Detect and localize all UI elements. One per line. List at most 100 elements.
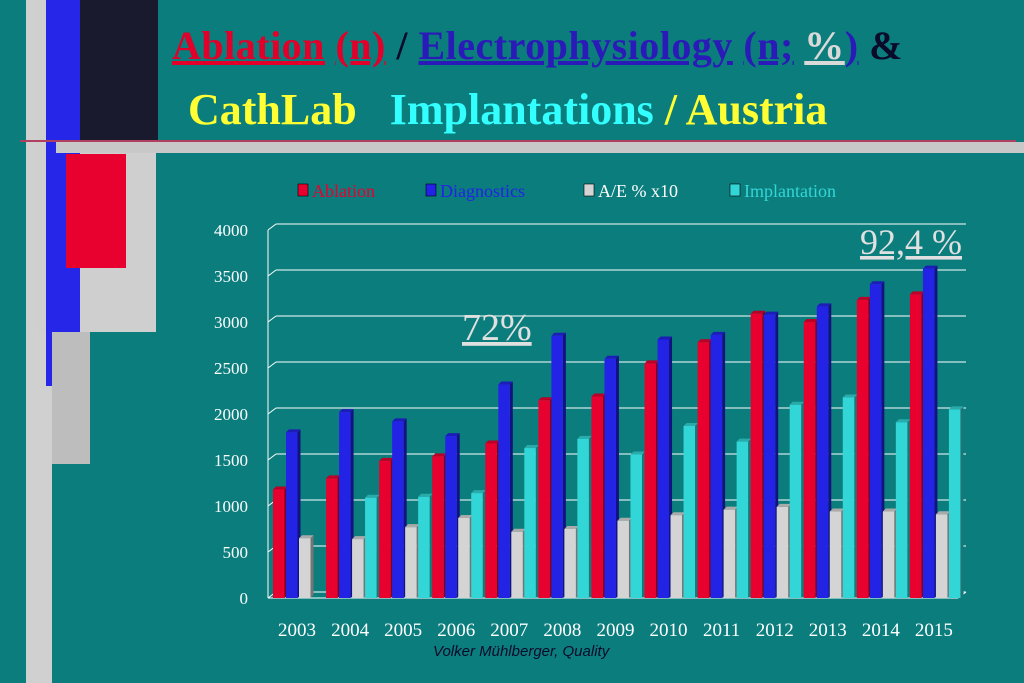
bar-side	[960, 406, 964, 598]
deco-bar-gray-mid	[52, 332, 90, 464]
bar-side	[907, 419, 911, 598]
legend-label: Ablation	[312, 181, 375, 201]
bar-side	[588, 435, 592, 598]
legend-label: A/E % x10	[598, 181, 678, 201]
bar-diagnostics	[551, 335, 563, 598]
y-tick-label: 0	[240, 589, 249, 608]
gridline-depth	[267, 361, 277, 369]
bar-top	[273, 486, 288, 490]
bar-side	[429, 493, 433, 598]
bar-top	[803, 319, 819, 322]
title-slash: /	[396, 23, 408, 68]
bar-ablation	[750, 313, 763, 598]
bar-a-e-x10	[829, 511, 842, 598]
bar-a-e-x10	[935, 514, 948, 598]
bar-top	[405, 524, 420, 528]
bar-a-e-x10	[723, 509, 736, 598]
bar-side	[376, 494, 380, 598]
bar-a-e-x10	[299, 538, 311, 598]
deco-bar-gray-horizontal	[56, 142, 1024, 153]
bar-implantation	[842, 397, 855, 598]
title-electrophysiology: Electrophysiology	[418, 23, 733, 68]
x-tick-label: 2010	[650, 620, 688, 641]
bar-top	[379, 457, 394, 461]
x-tick-label: 2011	[703, 620, 740, 641]
deco-bar-red	[66, 154, 126, 268]
bar-ablation	[538, 400, 550, 598]
legend-swatch	[729, 183, 741, 197]
bar-diagnostics	[445, 436, 457, 598]
bar-ablation	[379, 460, 391, 598]
title-pct: %	[804, 23, 845, 68]
x-tick-label: 2014	[862, 620, 901, 641]
bar-implantation	[524, 448, 536, 598]
y-tick-label: 3500	[214, 267, 248, 286]
bar-diagnostics	[286, 432, 298, 598]
gridline-depth	[267, 223, 277, 231]
bar-top	[591, 393, 606, 397]
bar-top	[763, 311, 779, 315]
deco-line-red	[20, 140, 1016, 142]
bar-top	[445, 433, 460, 437]
bar-top	[392, 418, 407, 422]
bar-implantation	[471, 493, 483, 598]
y-tick-label: 2000	[214, 405, 248, 424]
y-tick-label: 500	[223, 543, 249, 562]
x-tick-label: 2005	[384, 620, 422, 641]
bar-implantation	[577, 438, 589, 598]
title-slash2: /	[664, 85, 678, 134]
bar-a-e-x10	[776, 506, 789, 598]
bar-ablation	[803, 322, 816, 598]
bar-top	[538, 397, 553, 401]
title-n-pct-close: )	[844, 23, 859, 68]
bar-a-e-x10	[405, 527, 417, 598]
bar-diagnostics	[710, 334, 723, 598]
title-implantations: Implantations	[389, 85, 654, 134]
title-austria: Austria	[685, 85, 828, 134]
bar-diagnostics	[816, 306, 829, 598]
bar-ablation	[326, 478, 338, 598]
bar-top	[286, 429, 301, 433]
bar-implantation	[418, 496, 430, 598]
bar-top	[604, 355, 619, 359]
bar-top	[299, 535, 314, 539]
bar-top	[458, 514, 473, 518]
bar-top	[498, 381, 513, 385]
bar-top	[577, 435, 592, 439]
bar-a-e-x10	[458, 517, 470, 598]
bar-implantation	[948, 409, 961, 598]
bar-top	[471, 490, 486, 494]
x-tick-label: 2007	[490, 620, 528, 641]
bar-top	[352, 536, 367, 540]
bar-a-e-x10	[511, 531, 523, 598]
bar-ablation	[591, 396, 603, 598]
bar-top	[511, 528, 526, 532]
bar-ablation	[485, 443, 497, 598]
bar-top	[697, 339, 713, 343]
bar-top	[909, 291, 925, 295]
page-title-line2: CathLab Implantations / Austria	[188, 84, 827, 135]
bar-ablation	[273, 489, 285, 598]
bar-side	[801, 401, 805, 598]
bar-diagnostics	[604, 358, 616, 598]
footer-credit: Volker Mühlberger, Quality	[433, 643, 610, 660]
bar-ablation	[909, 294, 922, 598]
bar-diagnostics	[657, 339, 670, 598]
x-tick-label: 2012	[756, 620, 794, 641]
bar-side	[535, 445, 539, 598]
bar-top	[657, 336, 673, 340]
legend-swatch	[425, 183, 437, 197]
bar-top	[948, 406, 964, 410]
x-tick-label: 2006	[437, 620, 475, 641]
bar-diagnostics	[869, 284, 882, 598]
bar-implantation	[683, 425, 696, 598]
legend-swatch	[297, 183, 309, 197]
title-n-pct-open: (n;	[743, 23, 794, 68]
legend-label: Diagnostics	[440, 181, 525, 201]
bar-top	[895, 419, 911, 423]
y-tick-label: 3000	[214, 313, 248, 332]
bar-diagnostics	[763, 314, 776, 598]
gridline-depth	[267, 315, 277, 323]
bar-side	[641, 451, 645, 598]
